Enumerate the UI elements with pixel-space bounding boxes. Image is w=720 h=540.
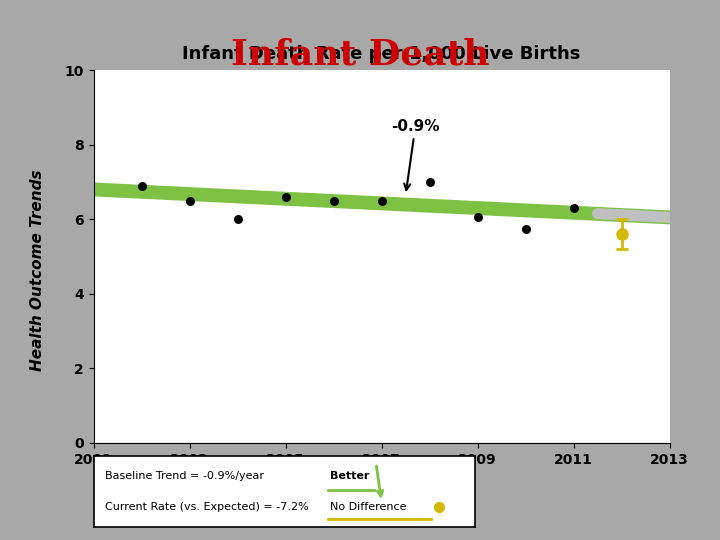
Text: No Difference: No Difference [330, 502, 407, 512]
Text: Baseline Trend = -0.9%/year: Baseline Trend = -0.9%/year [105, 471, 264, 481]
Text: Health Outcome Trends: Health Outcome Trends [30, 169, 45, 371]
Text: Better: Better [330, 471, 369, 481]
Point [472, 213, 483, 222]
Point [376, 197, 387, 205]
Point [184, 197, 195, 205]
Point [424, 178, 436, 186]
Point [568, 204, 580, 212]
Title: Infant Death Rate per 1,000 Live Births: Infant Death Rate per 1,000 Live Births [182, 45, 581, 63]
Point [136, 181, 148, 190]
Point [328, 197, 339, 205]
Point [520, 224, 531, 233]
Text: -0.9%: -0.9% [391, 119, 440, 190]
Point [232, 215, 243, 224]
Point [280, 193, 292, 201]
Text: Current Rate (vs. Expected) = -7.2%: Current Rate (vs. Expected) = -7.2% [105, 502, 309, 512]
Text: Infant Death: Infant Death [230, 38, 490, 72]
